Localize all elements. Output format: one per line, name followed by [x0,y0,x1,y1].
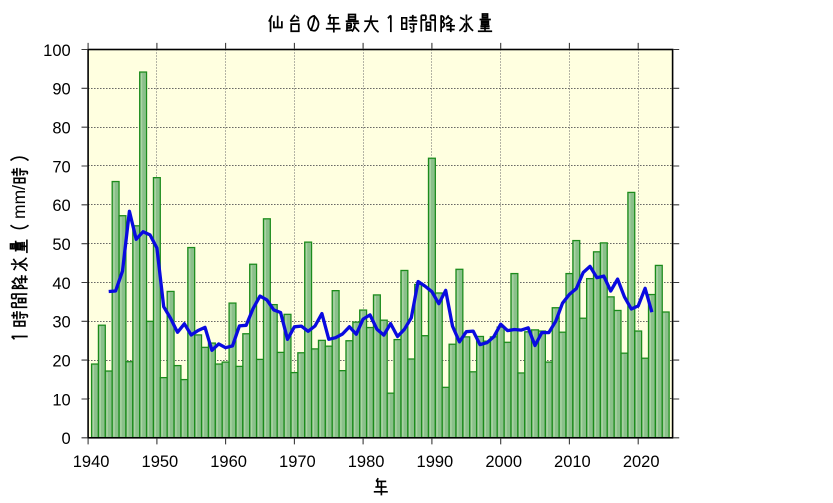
svg-text:1980: 1980 [348,453,385,471]
svg-text:1990: 1990 [417,453,454,471]
svg-text:0: 0 [62,430,71,448]
svg-text:2010: 2010 [554,453,591,471]
svg-text:70: 70 [52,158,70,176]
svg-text:1950: 1950 [142,453,179,471]
svg-text:2000: 2000 [485,453,522,471]
svg-text:80: 80 [52,120,70,138]
svg-text:1960: 1960 [210,453,247,471]
svg-text:20: 20 [52,352,70,370]
svg-text:60: 60 [52,197,70,215]
svg-text:30: 30 [52,314,70,332]
svg-text:50: 50 [52,236,70,254]
svg-text:40: 40 [52,275,70,293]
svg-text:90: 90 [52,81,70,99]
svg-text:1970: 1970 [279,453,316,471]
svg-text:1940: 1940 [73,453,110,471]
svg-text:2020: 2020 [623,453,660,471]
svg-text:10: 10 [52,391,70,409]
svg-text:100: 100 [43,42,71,60]
svg-text:mm/: mm/ [9,185,29,219]
